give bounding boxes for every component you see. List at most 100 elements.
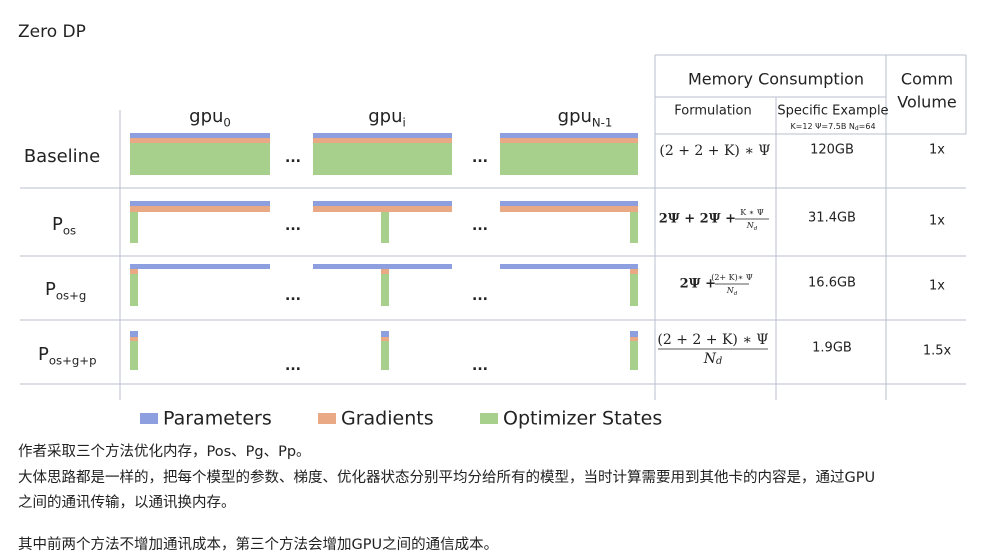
example-value: 1.9GB bbox=[812, 341, 852, 356]
example-note-part: =64 bbox=[859, 122, 876, 131]
example-note-sub: d bbox=[855, 125, 859, 132]
memory-bar bbox=[130, 341, 138, 370]
memory-header: Memory Consumption bbox=[688, 70, 864, 89]
comm-value: 1.5x bbox=[923, 344, 952, 359]
paragraph: 之间的通讯传输，以通讯换内存。 bbox=[18, 494, 236, 511]
legend-label: Optimizer States bbox=[503, 408, 662, 430]
memory-bar bbox=[130, 206, 270, 212]
gpu-header: gpui bbox=[368, 106, 406, 129]
row-label-base: P bbox=[52, 214, 63, 235]
row-label-sub: os bbox=[63, 223, 76, 237]
ellipsis: ... bbox=[285, 288, 301, 304]
formula-denominator: Nd bbox=[726, 286, 738, 297]
memory-bar bbox=[313, 264, 452, 269]
formula-denominator: Nd bbox=[703, 351, 723, 367]
paragraph: 大体思路都是一样的，把每个模型的参数、梯度、优化器状态分别平均分给所有的模型，当… bbox=[18, 469, 875, 486]
memory-bar bbox=[381, 331, 389, 337]
row-label-sub: os+g+p bbox=[49, 353, 97, 367]
comm-header: Volume bbox=[897, 93, 957, 112]
formula-den-sub: d bbox=[754, 226, 758, 232]
formula-den: N bbox=[703, 351, 717, 367]
gpu-header-sub: N-1 bbox=[592, 115, 612, 129]
memory-bar bbox=[313, 201, 452, 206]
formula: (2 + 2 + K) ∗ Ψ bbox=[659, 143, 770, 159]
memory-bar bbox=[130, 212, 138, 243]
example-value: 16.6GB bbox=[808, 276, 856, 291]
formula-den-sub: d bbox=[716, 356, 722, 367]
gpu-header-base: gpu bbox=[368, 106, 402, 127]
memory-bar bbox=[381, 274, 389, 306]
memory-bar bbox=[500, 206, 638, 212]
gpu-header: gpu0 bbox=[189, 106, 231, 129]
formula-numerator: (2 + 2 + K) ∗ Ψ bbox=[657, 332, 768, 348]
ellipsis: ... bbox=[285, 358, 301, 374]
ellipsis: ... bbox=[285, 150, 301, 166]
example-header: Specific Example bbox=[777, 104, 888, 119]
memory-bar bbox=[500, 143, 638, 175]
memory-bar bbox=[630, 212, 638, 243]
memory-bar bbox=[130, 201, 270, 206]
memory-bar bbox=[381, 269, 389, 274]
memory-bar bbox=[313, 143, 452, 175]
ellipsis: ... bbox=[472, 150, 488, 166]
memory-bar bbox=[630, 337, 638, 341]
ellipsis: ... bbox=[472, 288, 488, 304]
memory-bar bbox=[381, 341, 389, 370]
paragraph: 作者采取三个方法优化内存，Pos、Pg、Pp。 bbox=[18, 443, 311, 460]
memory-bar bbox=[500, 133, 638, 138]
gpu-header-sub: i bbox=[403, 115, 406, 129]
comm-header: Comm bbox=[901, 70, 953, 89]
formula-den-sub: d bbox=[734, 291, 738, 297]
ellipsis: ... bbox=[285, 218, 301, 234]
example-note-part: K=12 Ψ=7.5B N bbox=[790, 122, 854, 131]
memory-bar bbox=[381, 212, 389, 243]
ellipsis: ... bbox=[472, 218, 488, 234]
formula-den: N bbox=[746, 221, 755, 230]
row-label: Pos bbox=[52, 214, 76, 237]
memory-bar bbox=[630, 274, 638, 306]
memory-bar bbox=[313, 138, 452, 143]
gpu-header-sub: 0 bbox=[223, 115, 230, 129]
paragraph: 其中前两个方法不增加通讯成本，第三个方法会增加GPU之间的通信成本。 bbox=[18, 535, 498, 553]
legend-label: Gradients bbox=[341, 408, 434, 430]
memory-bar bbox=[313, 133, 452, 138]
comm-value: 1x bbox=[929, 214, 945, 229]
memory-bar bbox=[500, 201, 638, 206]
legend-label: Parameters bbox=[163, 408, 272, 430]
example-value: 31.4GB bbox=[808, 211, 856, 226]
memory-bar bbox=[630, 331, 638, 337]
memory-bar bbox=[130, 138, 270, 143]
comm-value: 1x bbox=[929, 279, 945, 294]
memory-bar bbox=[130, 269, 138, 274]
memory-bar bbox=[630, 341, 638, 370]
row-label: Baseline bbox=[24, 146, 100, 167]
memory-bar bbox=[130, 264, 270, 269]
example-note: K=12 Ψ=7.5B Nd=64 bbox=[790, 122, 875, 132]
row-label: Pos+g+p bbox=[38, 344, 97, 367]
formula-numerator: (2+ K)∗ Ψ bbox=[711, 273, 753, 282]
row-label-base: P bbox=[38, 344, 49, 365]
comm-value: 1x bbox=[929, 143, 945, 158]
memory-bar bbox=[130, 337, 138, 341]
formula: 2Ψ + 2Ψ + bbox=[659, 212, 736, 227]
row-label-base: P bbox=[45, 279, 56, 300]
formula: 2Ψ + bbox=[680, 277, 716, 292]
memory-bar bbox=[500, 138, 638, 143]
memory-bar bbox=[130, 133, 270, 138]
gpu-header-base: gpu bbox=[558, 106, 592, 127]
legend-swatch bbox=[480, 413, 498, 424]
legend-swatch bbox=[318, 413, 336, 424]
example-value: 120GB bbox=[810, 143, 854, 158]
legend-swatch bbox=[140, 413, 158, 424]
memory-bar bbox=[130, 143, 270, 175]
page-title: Zero DP bbox=[18, 22, 86, 42]
gpu-header: gpuN-1 bbox=[558, 106, 613, 129]
formula-denominator: Nd bbox=[746, 221, 758, 232]
memory-bar bbox=[313, 206, 452, 212]
memory-bar bbox=[630, 269, 638, 274]
ellipsis: ... bbox=[472, 358, 488, 374]
row-label-sub: os+g bbox=[56, 288, 86, 302]
memory-bar bbox=[130, 331, 138, 337]
memory-bar bbox=[381, 337, 389, 341]
